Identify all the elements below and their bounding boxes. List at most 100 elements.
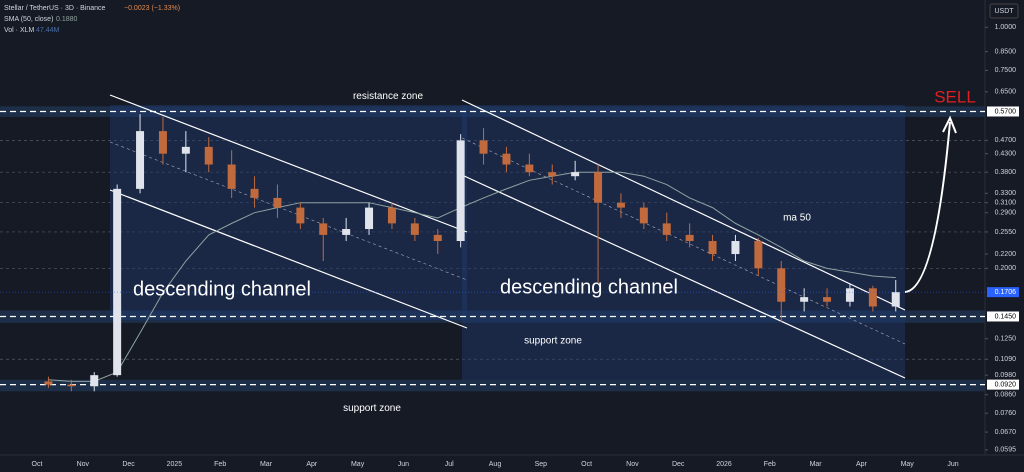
candle-body: [525, 164, 534, 173]
candle-body: [800, 297, 809, 302]
candle-body: [113, 188, 122, 376]
annotation: descending channel: [500, 276, 678, 298]
x-tick-label: Aug: [489, 461, 502, 468]
channel-line: [109, 94, 468, 233]
currency-box: [989, 3, 1019, 19]
candle-body: [685, 234, 694, 242]
x-tick-label: Oct: [581, 461, 592, 468]
sma-label: SMA (50, close): [4, 16, 53, 23]
key-level-label: 0.1450: [995, 313, 1017, 320]
y-tick-label: 0.8500: [995, 48, 1017, 55]
key-level-box: [987, 379, 1019, 390]
candle-body: [616, 202, 625, 208]
y-tick-label: 1.0000: [995, 24, 1017, 31]
candle-body: [204, 146, 213, 165]
x-tick-label: Sep: [535, 461, 548, 468]
candle-body: [387, 207, 396, 224]
x-tick-label: May: [351, 461, 365, 468]
candle-body: [502, 153, 511, 165]
key-level-label: 0.0920: [995, 381, 1017, 388]
candle-body: [594, 172, 603, 203]
x-tick-label: Dec: [122, 461, 135, 468]
x-tick-label: Oct: [32, 461, 43, 468]
candle-body: [662, 223, 671, 235]
x-tick-label: Nov: [626, 461, 639, 468]
zone-label: support zone: [343, 403, 401, 414]
candle-body: [891, 292, 900, 307]
x-tick-label: Jun: [398, 461, 409, 468]
change: −0.0023 (−1.33%): [124, 5, 180, 12]
vol-label: Vol · XLM: [4, 27, 35, 34]
last-price-label: 0.1706: [995, 289, 1017, 296]
y-tick-label: 0.2900: [995, 210, 1017, 217]
y-tick-label: 0.4700: [995, 137, 1017, 144]
candle-body: [227, 164, 236, 189]
candle-body: [571, 172, 580, 177]
arrow-head: [942, 115, 957, 134]
annotation: SELL: [934, 87, 976, 106]
x-tick-label: Mar: [810, 461, 823, 468]
x-tick-label: May: [901, 461, 915, 468]
symbol: Stellar / TetherUS · 3D · Binance: [4, 5, 106, 12]
candle-body: [181, 146, 190, 154]
x-tick-label: Dec: [672, 461, 685, 468]
x-tick-label: Apr: [856, 461, 868, 468]
channel-line: [461, 174, 906, 379]
candle-body: [410, 223, 419, 235]
candle-body: [731, 241, 740, 255]
candle-body: [342, 229, 351, 235]
candle-body: [90, 375, 99, 387]
sma-line: [48, 171, 896, 382]
key-level-box: [987, 106, 1019, 117]
candle-body: [823, 297, 832, 302]
x-tick-label: Apr: [306, 461, 318, 468]
y-tick-label: 0.0860: [995, 392, 1017, 399]
key-level-label: 0.5700: [995, 108, 1017, 115]
y-tick-label: 0.6500: [995, 89, 1017, 96]
channel-line: [109, 189, 468, 329]
last-price-box: [987, 287, 1019, 298]
candle-body: [868, 288, 877, 307]
y-tick-label: 0.1090: [995, 356, 1017, 363]
x-tick-label: Jul: [445, 461, 454, 468]
x-tick-label: Feb: [764, 461, 776, 468]
zone-label: support zone: [524, 335, 582, 346]
y-tick-label: 0.1250: [995, 336, 1017, 343]
x-tick-label: 2025: [167, 461, 183, 468]
candle-body: [479, 140, 488, 154]
candle-body: [365, 207, 374, 230]
channel-line: [461, 99, 906, 311]
candle-body: [708, 241, 717, 255]
key-level-box: [987, 311, 1019, 322]
candle-body: [639, 207, 648, 224]
channel-box: [462, 105, 905, 380]
candle-body: [754, 241, 763, 269]
annotation: descending channel: [133, 278, 311, 300]
channel-mid: [109, 141, 468, 281]
y-tick-label: 0.7500: [995, 67, 1017, 74]
y-tick-label: 0.0760: [995, 410, 1017, 417]
candle-body: [136, 131, 145, 189]
candle-body: [319, 223, 328, 235]
currency: USDT: [994, 8, 1014, 15]
y-tick-label: 0.0980: [995, 372, 1017, 379]
y-tick-label: 0.0670: [995, 429, 1017, 436]
candle-body: [845, 288, 854, 302]
vol-value: 47.44M: [36, 27, 60, 34]
zone: [0, 379, 985, 392]
y-tick-label: 0.2200: [995, 251, 1017, 258]
x-tick-label: Mar: [260, 461, 273, 468]
zone-label: resistance zone: [353, 91, 423, 102]
candle-body: [250, 188, 259, 198]
sma-value: 0.1880: [56, 16, 78, 23]
candle-body: [777, 268, 786, 302]
y-tick-label: 0.4300: [995, 151, 1017, 158]
candle-body: [456, 140, 465, 242]
arrow: [904, 121, 951, 293]
y-tick-label: 0.2550: [995, 229, 1017, 236]
candle-body: [44, 381, 53, 385]
y-tick-label: 0.3300: [995, 190, 1017, 197]
y-tick-label: 0.3100: [995, 200, 1017, 207]
candle-body: [548, 172, 557, 177]
